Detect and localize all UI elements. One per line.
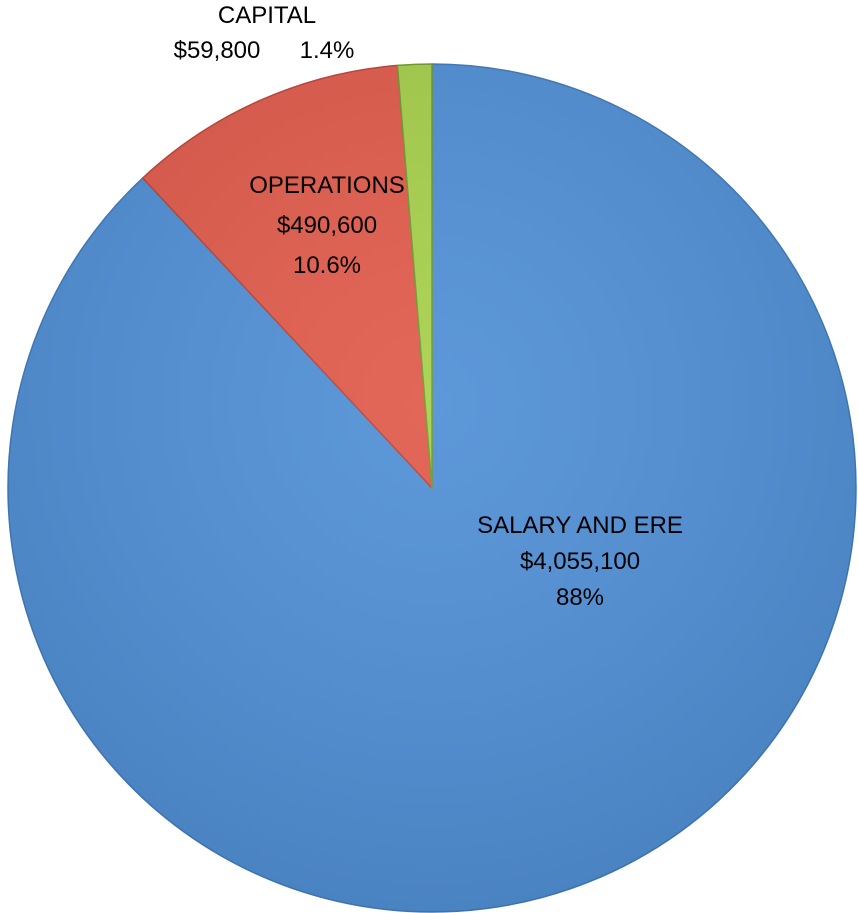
label-operations-category: OPERATIONS [249,172,405,199]
label-capital: CAPITAL $59,800 1.4% [174,2,355,64]
label-capital-value: $59,800 [174,37,261,64]
label-salary-category: SALARY AND ERE [477,512,683,539]
label-salary-percent: 88% [556,584,604,611]
label-salary-value: $4,055,100 [520,548,640,575]
label-operations: OPERATIONS $490,600 10.6% [249,172,405,279]
label-capital-percent: 1.4% [300,37,355,64]
label-capital-category: CAPITAL [218,2,316,29]
label-operations-value: $490,600 [277,212,377,239]
label-operations-percent: 10.6% [293,252,361,279]
label-salary: SALARY AND ERE $4,055,100 88% [477,512,683,611]
pie-slices [7,63,857,913]
